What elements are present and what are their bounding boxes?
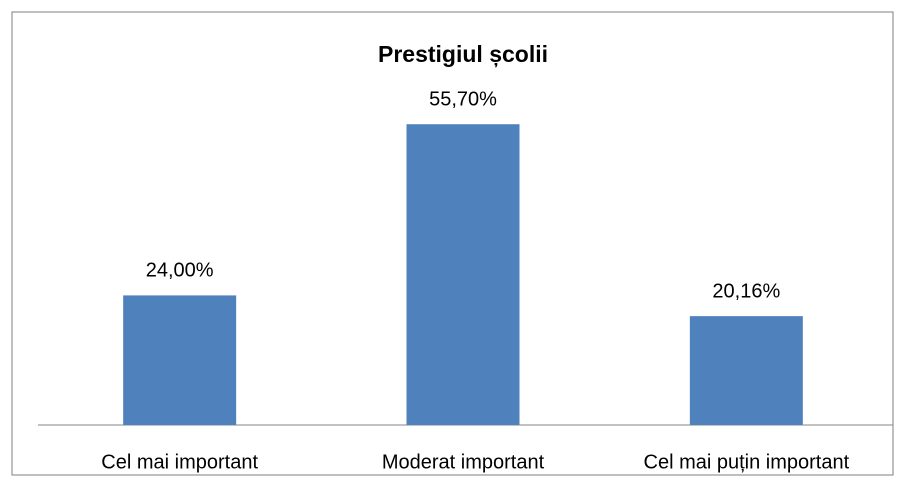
chart-title: Prestigiul școlii: [378, 41, 548, 68]
bar: [406, 124, 520, 425]
data-label: 24,00%: [146, 260, 214, 282]
bar: [689, 316, 803, 425]
data-label: 20,16%: [712, 280, 780, 302]
x-tick-label: Moderat important: [382, 451, 545, 473]
x-tick-label: Cel mai puțin important: [644, 451, 850, 473]
bar: [123, 295, 237, 425]
x-tick-label: Cel mai important: [101, 451, 258, 473]
data-label: 55,70%: [429, 89, 497, 111]
